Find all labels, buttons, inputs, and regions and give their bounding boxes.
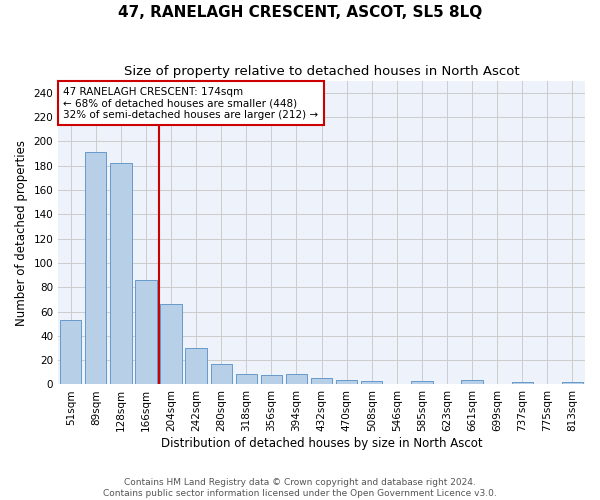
Bar xyxy=(411,381,433,384)
Bar xyxy=(136,280,157,384)
Bar xyxy=(336,380,358,384)
X-axis label: Distribution of detached houses by size in North Ascot: Distribution of detached houses by size … xyxy=(161,437,482,450)
Bar xyxy=(286,374,307,384)
Bar xyxy=(185,348,207,385)
Bar xyxy=(461,380,483,384)
Text: 47, RANELAGH CRESCENT, ASCOT, SL5 8LQ: 47, RANELAGH CRESCENT, ASCOT, SL5 8LQ xyxy=(118,5,482,20)
Bar xyxy=(361,381,382,384)
Text: 47 RANELAGH CRESCENT: 174sqm
← 68% of detached houses are smaller (448)
32% of s: 47 RANELAGH CRESCENT: 174sqm ← 68% of de… xyxy=(64,86,319,120)
Bar xyxy=(261,374,282,384)
Text: Contains HM Land Registry data © Crown copyright and database right 2024.
Contai: Contains HM Land Registry data © Crown c… xyxy=(103,478,497,498)
Bar xyxy=(562,382,583,384)
Bar xyxy=(85,152,106,384)
Bar xyxy=(110,163,131,384)
Bar xyxy=(211,364,232,384)
Bar xyxy=(512,382,533,384)
Title: Size of property relative to detached houses in North Ascot: Size of property relative to detached ho… xyxy=(124,65,520,78)
Bar xyxy=(160,304,182,384)
Y-axis label: Number of detached properties: Number of detached properties xyxy=(15,140,28,326)
Bar xyxy=(60,320,82,384)
Bar xyxy=(311,378,332,384)
Bar xyxy=(236,374,257,384)
